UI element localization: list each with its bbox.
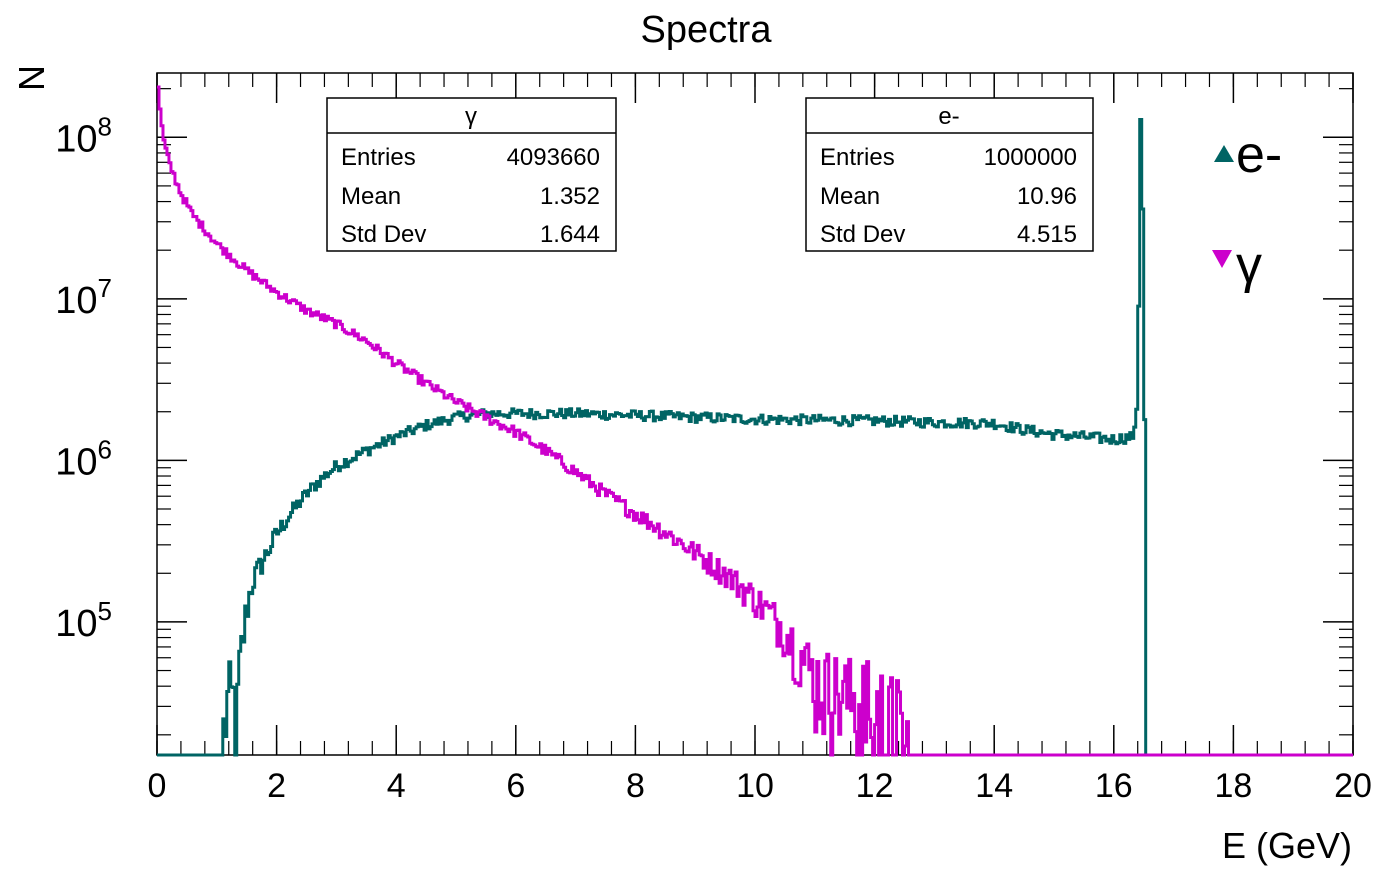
x-tick-label: 18 — [1214, 767, 1252, 805]
plot-area — [157, 85, 1353, 757]
series-e-minus-histogram — [157, 117, 1353, 757]
x-tick-label: 6 — [506, 767, 525, 805]
x-tick-label: 12 — [856, 767, 894, 805]
y-axis-ticks: 105 106 107 108 — [55, 111, 1353, 645]
x-tick-label: 0 — [148, 767, 167, 805]
y-tick-label: 108 — [55, 111, 112, 160]
x-tick-label: 16 — [1095, 767, 1133, 805]
stats-entries-label: Entries — [341, 144, 416, 171]
y-tick-label: 106 — [55, 434, 112, 483]
stats-box-gamma: γ Entries 4093660 Mean 1.352 Std Dev 1.6… — [326, 97, 617, 252]
stats-mean-label: Mean — [341, 183, 401, 210]
x-tick-label: 20 — [1334, 767, 1372, 805]
stats-box-title: γ — [465, 103, 477, 130]
stats-entries-label: Entries — [820, 144, 895, 171]
stats-box-title: e- — [938, 103, 959, 130]
legend-label-e-minus: e- — [1236, 126, 1282, 184]
stats-mean-value: 1.352 — [540, 183, 600, 210]
chart-title: Spectra — [641, 9, 773, 51]
stats-box-e-minus: e- Entries 1000000 Mean 10.96 Std Dev 4.… — [805, 97, 1094, 252]
stats-mean-value: 10.96 — [1017, 183, 1077, 210]
x-axis-ticks: 0 2 4 6 8 10 12 14 16 18 20 — [148, 73, 1372, 805]
y-tick-label: 107 — [55, 273, 112, 322]
series-gamma-histogram — [157, 85, 1353, 757]
x-axis-label: E (GeV) — [1222, 825, 1352, 866]
stats-stddev-value: 1.644 — [540, 221, 600, 248]
x-tick-label: 10 — [736, 767, 774, 805]
stats-stddev-label: Std Dev — [820, 221, 905, 248]
legend: e- γ — [1212, 126, 1282, 294]
stats-stddev-value: 4.515 — [1017, 221, 1077, 248]
x-tick-label: 2 — [267, 767, 286, 805]
legend-label-gamma: γ — [1236, 236, 1262, 294]
legend-marker-gamma — [1212, 250, 1232, 268]
x-tick-label: 4 — [387, 767, 406, 805]
y-tick-label: 105 — [55, 596, 112, 645]
stats-stddev-label: Std Dev — [341, 221, 426, 248]
legend-marker-e-minus — [1214, 145, 1234, 162]
stats-entries-value: 4093660 — [507, 144, 600, 171]
stats-entries-value: 1000000 — [984, 144, 1077, 171]
stats-mean-label: Mean — [820, 183, 880, 210]
x-tick-label: 14 — [975, 767, 1013, 805]
x-tick-label: 8 — [626, 767, 645, 805]
y-axis-label: N — [11, 65, 52, 91]
